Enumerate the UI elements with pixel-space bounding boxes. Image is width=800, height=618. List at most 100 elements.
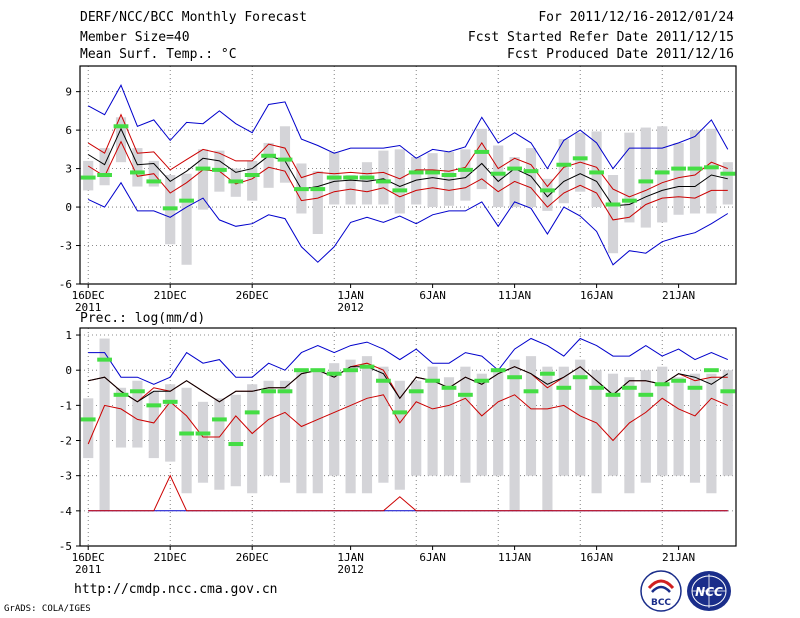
precip-box (427, 366, 438, 476)
precip-box (279, 380, 291, 483)
precip-xtick-label: 21JAN (662, 551, 695, 564)
temp-box (673, 142, 684, 215)
temp-xtick-label: 16JAN (580, 289, 613, 302)
precip-median-mark (720, 389, 736, 394)
temp-median-mark (392, 188, 408, 193)
precip-median-mark (195, 431, 211, 436)
temp-median-mark (179, 198, 194, 203)
temp-median-mark (146, 179, 162, 184)
temp-box (411, 157, 422, 205)
precip-ytick-label: -2 (59, 435, 72, 448)
temp-ytick-label: 3 (65, 163, 72, 176)
precip-median-mark (654, 382, 670, 387)
temp-ytick-label: -6 (59, 278, 72, 291)
temp-median-mark (326, 175, 342, 180)
precip-median-mark (507, 375, 522, 380)
temp-median-mark (162, 206, 178, 211)
precip-mean-line (88, 366, 729, 403)
precip-box (214, 398, 225, 490)
precip-median-mark (572, 375, 588, 380)
precip-xtick-label: 16JAN (580, 551, 613, 564)
precip-box (607, 373, 619, 476)
temp-median-mark (113, 124, 129, 129)
precip-median-mark (343, 368, 358, 373)
precip-box (673, 377, 684, 476)
precip-median-mark (376, 378, 391, 383)
precip-median-mark (523, 389, 539, 394)
precip-box (165, 384, 176, 462)
temp-box (493, 145, 504, 208)
precip-median-mark (277, 389, 293, 394)
temp-box (115, 117, 127, 163)
precip-box (263, 380, 274, 476)
temp-box (591, 131, 602, 208)
precip-box (296, 370, 307, 494)
temp-median-mark (97, 173, 112, 177)
temp-min-line (87, 181, 729, 266)
temp-box (263, 142, 274, 188)
precip-box (411, 380, 422, 476)
temp-median-mark (704, 165, 719, 170)
precip-ytick-label: -3 (59, 470, 72, 483)
precip-box (345, 359, 356, 494)
precip-box (706, 373, 717, 494)
temp-xtick-year-label: 2012 (337, 301, 364, 314)
temp-variable-label: Mean Surf. Temp.: °C (80, 47, 237, 62)
precip-median-mark (359, 364, 375, 369)
precip-xtick-label: 6JAN (419, 551, 446, 564)
precip-box (558, 366, 569, 476)
precip-median-mark (490, 368, 506, 373)
precip-median-mark (244, 410, 260, 415)
precip-box (542, 366, 553, 511)
precip-box (361, 356, 373, 494)
precip-median-mark (671, 378, 686, 383)
temp-box (460, 149, 471, 201)
temp-box (640, 127, 651, 228)
precip-box (378, 366, 389, 483)
precip-median-mark (622, 385, 637, 390)
temp-xtick-label: 21DEC (154, 289, 187, 302)
precip-median-mark (326, 371, 342, 376)
temp-median-mark (294, 187, 309, 192)
precip-sd-lower-line (87, 394, 728, 445)
precip-box (230, 394, 241, 487)
ncc-logo: NCC (687, 571, 731, 611)
temp-box (345, 175, 356, 205)
temp-xtick-label: 21JAN (662, 289, 695, 302)
precip-median-mark (146, 403, 162, 408)
temp-median-mark (441, 173, 457, 177)
precip-box (722, 370, 733, 476)
temp-median-mark (507, 166, 522, 171)
precip-box (394, 380, 405, 490)
temp-ytick-label: 0 (65, 201, 72, 214)
temp-median-mark (277, 157, 293, 162)
precip-box (575, 359, 586, 476)
temp-median-mark (572, 156, 588, 161)
precip-box (115, 387, 127, 448)
temp-median-mark (228, 179, 244, 184)
fcst-produced-label: Fcst Produced Date 2011/12/16 (507, 47, 734, 62)
temp-median-mark (654, 170, 670, 175)
precip-box (83, 398, 94, 459)
precip-ytick-label: -5 (59, 540, 72, 553)
temp-median-mark (540, 188, 555, 193)
precip-xtick-label: 26DEC (236, 551, 269, 564)
temp-xtick-label: 26DEC (236, 289, 269, 302)
precip-box (509, 359, 520, 511)
temp-box (607, 175, 619, 254)
precip-xtick-year-label: 2012 (337, 563, 364, 576)
precip-median-mark (687, 385, 703, 390)
temp-box (689, 130, 701, 214)
temp-box (181, 173, 192, 265)
temp-box (132, 148, 143, 187)
footer-url[interactable]: http://cmdp.ncc.cma.gov.cn (74, 582, 278, 597)
temp-xtick-year-label: 2011 (75, 301, 102, 314)
temp-median-mark (212, 167, 227, 172)
precip-box (476, 373, 487, 476)
precip-ytick-label: -1 (59, 399, 72, 412)
precip-xtick-label: 11JAN (498, 551, 531, 564)
temp-median-mark (490, 171, 506, 176)
temp-median-mark (80, 175, 96, 180)
